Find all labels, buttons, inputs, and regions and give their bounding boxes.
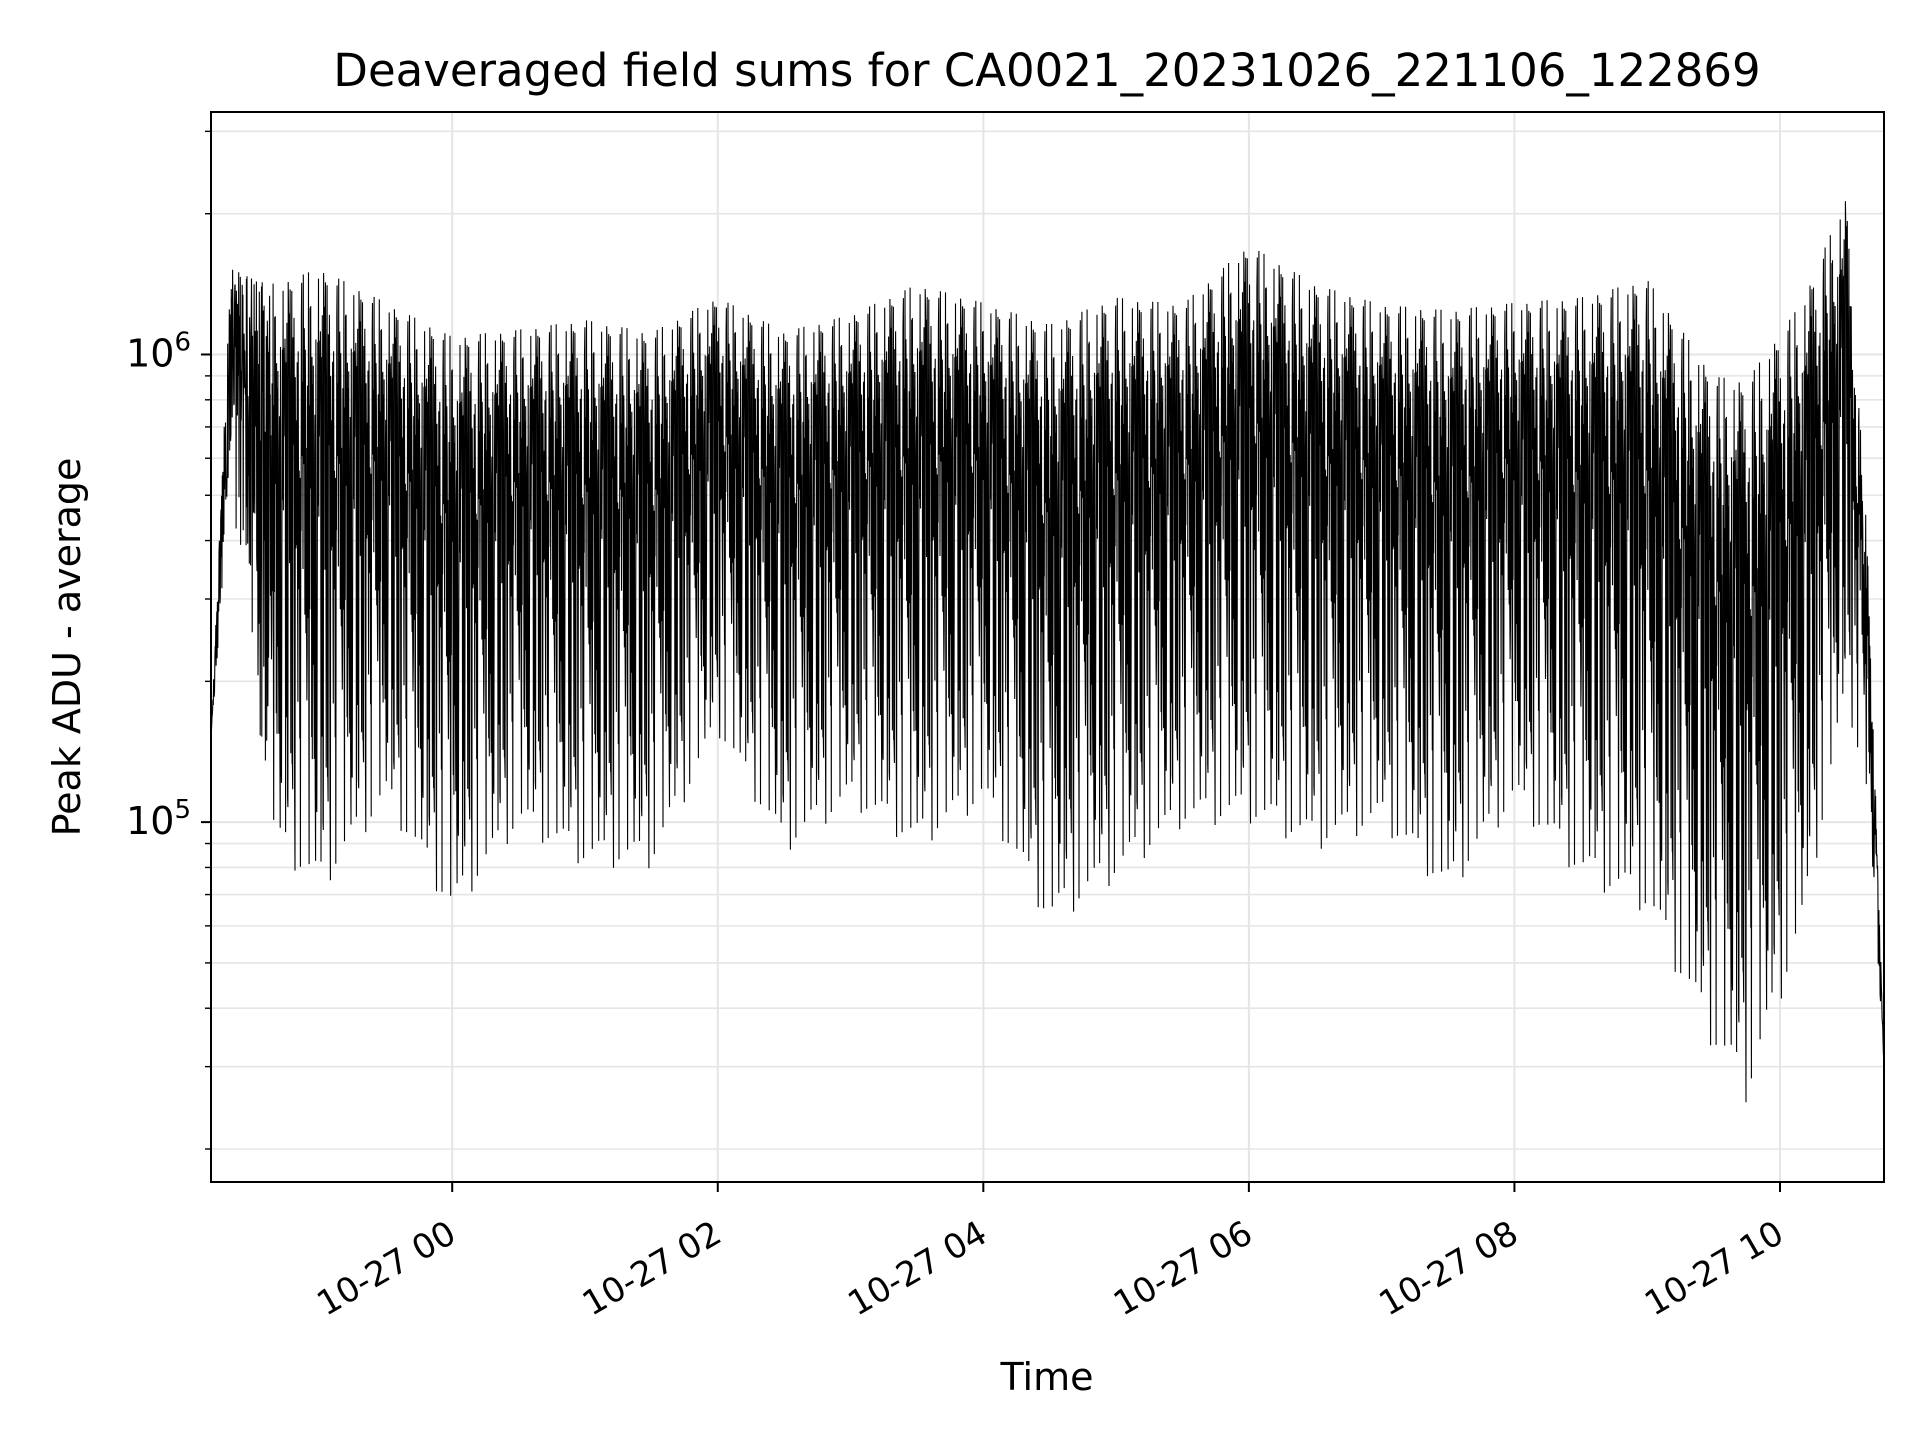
- y-tick-label-0: 105: [126, 795, 191, 843]
- series-line-deaveraged-sums: [210, 201, 1885, 1103]
- plot-area: [210, 201, 1885, 1103]
- y-axis-ticks: 105 106: [126, 130, 211, 1150]
- y-tick-label-1: 106: [126, 327, 191, 375]
- chart-title: Deaveraged field sums for CA0021_2023102…: [333, 44, 1760, 97]
- y-axis-label: Peak ADU - average: [45, 458, 89, 837]
- x-axis-label: Time: [1000, 1355, 1094, 1399]
- plot-frame: [210, 111, 1885, 1183]
